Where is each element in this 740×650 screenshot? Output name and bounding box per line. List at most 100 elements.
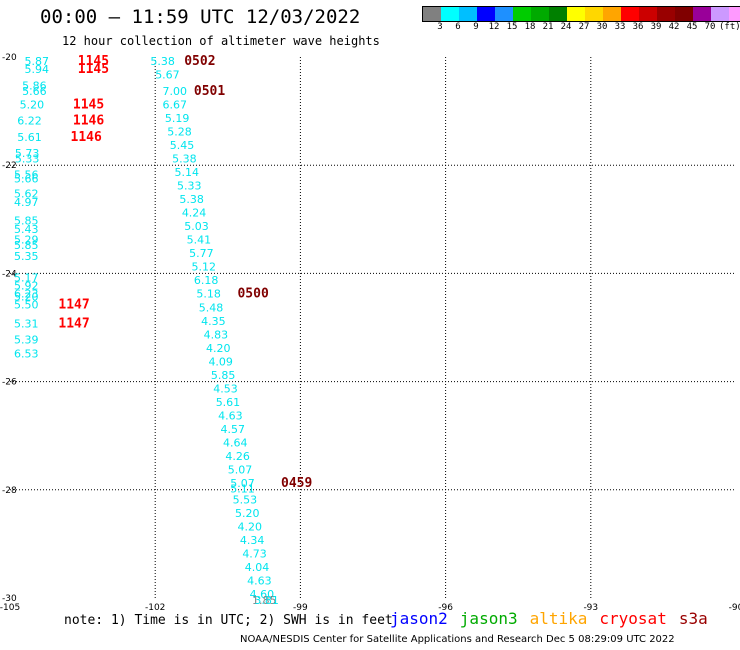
wave-height-value: 5.77 xyxy=(189,247,214,260)
wave-height-value: 6.67 xyxy=(162,98,187,111)
colorbar-swatch xyxy=(729,7,740,21)
wave-height-value: 5.14 xyxy=(175,166,200,179)
wave-height-value: 4.53 xyxy=(213,382,238,395)
wave-height-value: 5.07 xyxy=(228,464,253,477)
x-tick-label: -99 xyxy=(293,603,308,613)
wave-height-value: 5.33 xyxy=(177,180,202,193)
colorbar-label: 18 xyxy=(524,22,536,32)
altimeter-tracks: 5.875.945.865.665.206.225.615.735.335.56… xyxy=(14,55,279,607)
wave-height-value: 6.18 xyxy=(194,274,219,287)
wave-height-value: 5.43 xyxy=(14,223,39,236)
colorbar-label: 15 xyxy=(506,22,518,32)
colorbar-swatch xyxy=(423,7,441,21)
colorbar-label: 21 xyxy=(542,22,554,32)
wave-height-value: 4.24 xyxy=(182,207,207,220)
pass-time-label: 1145 xyxy=(78,62,109,77)
colorbar-swatch xyxy=(531,7,549,21)
wave-height-value: 5.38 xyxy=(150,55,175,68)
colorbar-label: 45 xyxy=(686,22,698,32)
colorbar-label: (ft) xyxy=(719,22,740,32)
colorbar-swatch xyxy=(495,7,513,21)
wave-height-value: 4.57 xyxy=(221,423,246,436)
colorbar-swatch xyxy=(639,7,657,21)
wave-height-value: 5.20 xyxy=(14,290,39,303)
wave-height-value: 4.20 xyxy=(237,520,261,533)
legend-entry-jason2: jason2 xyxy=(390,609,448,628)
pass-time-label: 1146 xyxy=(71,130,102,145)
wave-height-value: 6.22 xyxy=(17,115,42,128)
colorbar-label: 24 xyxy=(560,22,572,32)
wave-height-value: 5.66 xyxy=(22,85,46,98)
colorbar-swatch xyxy=(567,7,585,21)
wave-height-value: 5.94 xyxy=(25,63,50,76)
wave-height-value: 4.64 xyxy=(223,437,248,450)
wave-height-value: 5.11 xyxy=(230,483,255,496)
x-tick-label: -93 xyxy=(583,603,598,613)
pass-time-label: 0459 xyxy=(281,476,312,491)
pass-time-label: 1146 xyxy=(73,114,104,129)
wave-height-value: 5.28 xyxy=(167,125,192,138)
wave-height-value: 5.73 xyxy=(15,147,40,160)
colorbar-swatch xyxy=(675,7,693,21)
wave-height-value: 4.63 xyxy=(247,574,272,587)
colorbar-swatch xyxy=(693,7,711,21)
colorbar-label: 36 xyxy=(632,22,644,32)
wave-height-value: 4.26 xyxy=(225,450,250,463)
wave-height-value: 4.20 xyxy=(206,342,231,355)
colorbar-label: 33 xyxy=(614,22,626,32)
y-tick-label: -24 xyxy=(2,269,17,279)
wave-height-value: 4.73 xyxy=(242,547,267,560)
wave-height-value: 5.20 xyxy=(235,507,260,520)
wave-height-value: 5.61 xyxy=(17,131,42,144)
wave-height-value: 5.85 xyxy=(211,369,236,382)
colorbar-label: 6 xyxy=(455,22,461,32)
footer-note: note: 1) Time is in UTC; 2) SWH is in fe… xyxy=(64,613,393,628)
wave-height-value: 5.50 xyxy=(14,299,39,312)
wave-height-value: 5.20 xyxy=(20,98,45,111)
wave-height-value: 4.97 xyxy=(14,196,39,209)
wave-height-value: 5.38 xyxy=(172,152,197,165)
wave-height-value: 5.18 xyxy=(196,288,221,301)
colorbar-label: 39 xyxy=(650,22,662,32)
wave-height-value: 5.19 xyxy=(165,112,190,125)
wave-height-value: 5.86 xyxy=(22,79,46,92)
wave-height-value: 5.53 xyxy=(233,493,258,506)
wave-height-value: 5.17 xyxy=(14,272,39,285)
map-grid xyxy=(10,57,736,598)
x-tick-label: -105 xyxy=(0,603,20,613)
pass-time-label: 0500 xyxy=(237,287,268,302)
colorbar-label: 30 xyxy=(596,22,608,32)
axis-ticks: -105 -102 -99 -96 -93 -90 -20 -22 -24 -26 -28 -30 xyxy=(0,53,740,613)
footer-credit: NOAA/NESDIS Center for Satellite Applica… xyxy=(240,634,675,645)
wave-height-value: 5.33 xyxy=(15,152,40,165)
colorbar-swatch xyxy=(459,7,477,21)
wave-height-value: 5.85 xyxy=(14,239,39,252)
map-subtitle: 12 hour collection of altimeter wave hei… xyxy=(62,34,380,48)
wave-height-value: 6.53 xyxy=(14,347,39,360)
map-title: 00:00 – 11:59 UTC 12/03/2022 xyxy=(40,6,361,28)
legend-entry-s3a: s3a xyxy=(678,609,708,628)
x-tick-label: -102 xyxy=(145,603,165,613)
pass-time-label: 1147 xyxy=(58,298,89,313)
colorbar-swatch xyxy=(657,7,675,21)
time-labels: 1145114511451146114611471147050205010500… xyxy=(58,54,312,491)
wave-height-value: 5.67 xyxy=(155,69,180,82)
colorbar-label: 27 xyxy=(578,22,590,32)
colorbar-label: 3 xyxy=(437,22,443,32)
pass-time-label: 0502 xyxy=(184,54,215,69)
wave-height-value: 5.38 xyxy=(179,193,204,206)
colorbar-label: 12 xyxy=(488,22,500,32)
colorbar-label: 9 xyxy=(473,22,479,32)
wave-height-value: 5.12 xyxy=(192,261,217,274)
wave-height-value: 4.04 xyxy=(245,561,269,574)
y-tick-label: -22 xyxy=(2,161,17,171)
colorbar xyxy=(422,6,740,22)
x-tick-label: -96 xyxy=(438,603,453,613)
legend-entry-jason3: jason3 xyxy=(459,609,518,628)
wave-height-value: 5.62 xyxy=(14,188,39,201)
colorbar-swatch xyxy=(477,7,495,21)
colorbar-swatch xyxy=(603,7,621,21)
colorbar-label: 42 xyxy=(668,22,680,32)
wave-height-value: 4.60 xyxy=(250,588,275,601)
